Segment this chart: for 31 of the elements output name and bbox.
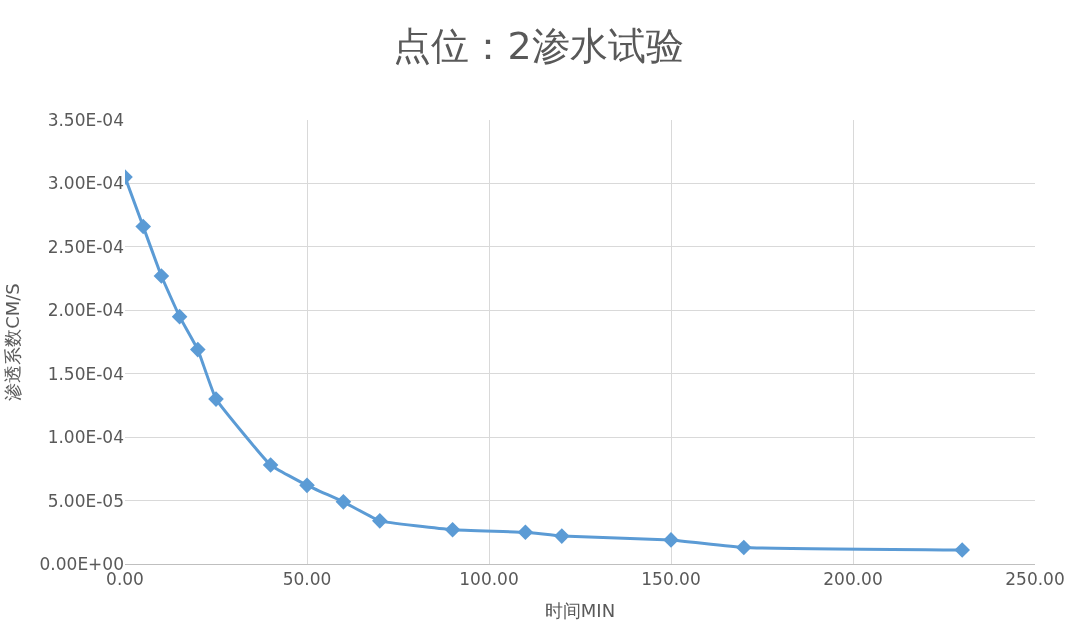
x-axis-title: 时间MIN [544, 599, 616, 621]
point [153, 268, 170, 284]
point [135, 218, 151, 235]
y-tick-label: 3.50E-04 [47, 109, 124, 130]
point [190, 341, 206, 358]
point [663, 532, 679, 548]
point [736, 539, 752, 556]
point [444, 521, 461, 538]
point [335, 494, 352, 510]
x-tick-label: 250.00 [1005, 569, 1065, 590]
point [517, 524, 534, 541]
y-tick-label: 1.50E-04 [47, 363, 124, 384]
point [171, 308, 188, 325]
point [208, 391, 224, 407]
point [299, 477, 315, 494]
x-tick-label: 150.00 [641, 569, 701, 590]
point [554, 528, 570, 544]
x-tick-label: 0.00 [106, 569, 144, 590]
y-axis-title: 渗透系数CM/S [1, 283, 23, 401]
y-tick-label: 5.00E-05 [47, 490, 124, 511]
y-tick-label: 2.00E-04 [47, 300, 124, 321]
x-tick-label: 200.00 [823, 569, 883, 590]
y-tick-label: 2.50E-04 [47, 236, 124, 257]
point [372, 513, 388, 529]
point [262, 457, 279, 473]
x-tick-label: 100.00 [459, 569, 519, 590]
y-tick-label: 1.00E-04 [47, 427, 124, 448]
y-tick-label: 3.00E-04 [47, 173, 124, 194]
chart-title: 点位：2渗水试验 [393, 23, 684, 68]
x-tick-label: 50.00 [282, 569, 332, 590]
point [954, 542, 970, 558]
